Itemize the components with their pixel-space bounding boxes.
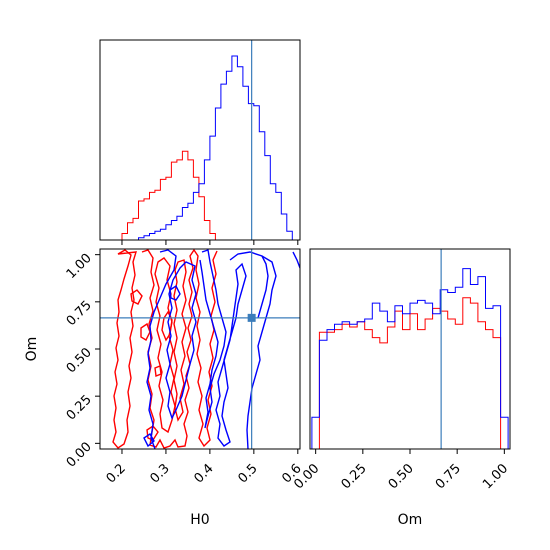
contour-blob-run-a-2: [143, 433, 155, 448]
h0-histogram-run-b: [121, 150, 298, 241]
om-histogram-run-b: [311, 297, 509, 450]
contour-blob-run-b-3: [154, 365, 162, 377]
h0-axis-label: H0: [190, 512, 209, 528]
contour-inner-run-a-3: [215, 262, 247, 447]
om-x-axis-label: Om: [398, 512, 423, 528]
contour-blob-run-b: [140, 322, 151, 341]
truth-marker: [247, 313, 256, 322]
om-y-tick-label-0: 0.00: [64, 440, 95, 471]
h0-tick-label-3: 0.5: [235, 461, 260, 486]
contour-outer-run-b: [112, 249, 137, 449]
contours-run-a: [143, 249, 300, 449]
contours-run-b: [112, 249, 218, 449]
om-histogram-run-a: [311, 268, 509, 449]
contour-blob-run-a: [169, 284, 181, 301]
contour-blob-run-b-2: [130, 289, 143, 305]
h0-histogram-run-a: [122, 55, 298, 241]
h0-top-ticks: [121, 240, 299, 245]
om-histogram-frame: [309, 248, 511, 450]
contour-edge-run-a: [292, 251, 300, 269]
om-x-tick-label-3: 0.75: [433, 461, 464, 492]
h0-histogram-frame: [99, 39, 301, 241]
joint-frame: [99, 248, 301, 450]
contour-edge-run-a-2: [257, 255, 269, 319]
om-y-tick-label-1: 0.25: [64, 392, 95, 423]
om-x-tick-label-4: 1.00: [480, 461, 511, 492]
om-y-tick-label-2: 0.50: [64, 345, 95, 376]
om-y-tick-label-4: 1.00: [64, 251, 95, 282]
contour-outer-run-a: [146, 249, 177, 449]
om-histogram-panel: 0.00 0.25 0.50 0.75 1.00 Om: [291, 248, 511, 528]
contour-inner-run-b: [154, 257, 176, 434]
h0-histogram-panel: [99, 39, 301, 245]
joint-contour-panel: 0.2 0.3 0.4 0.5 0.6 0.000.250.500.751.00 H0 …: [24, 248, 305, 528]
h0-axis-ticks: 0.2 0.3 0.4 0.5 0.6: [104, 449, 305, 486]
om-x-tick-label-1: 0.25: [339, 461, 370, 492]
h0-tick-label-0: 0.2: [104, 461, 129, 486]
contour-inner-run-a: [165, 261, 197, 420]
om-y-axis-label: Om: [24, 337, 40, 362]
contour-outer-run-a-2: [229, 251, 277, 449]
om-y-tick-label-3: 0.75: [64, 298, 95, 329]
om-axis-ticks: 0.00 0.25 0.50 0.75 1.00: [64, 251, 100, 471]
contour-inner-run-a-2: [199, 249, 227, 429]
contour-inner-run-b-2: [173, 259, 187, 422]
om-x-tick-label-2: 0.50: [386, 461, 417, 492]
h0-tick-label-1: 0.3: [148, 461, 173, 486]
h0-tick-label-2: 0.4: [191, 461, 216, 486]
